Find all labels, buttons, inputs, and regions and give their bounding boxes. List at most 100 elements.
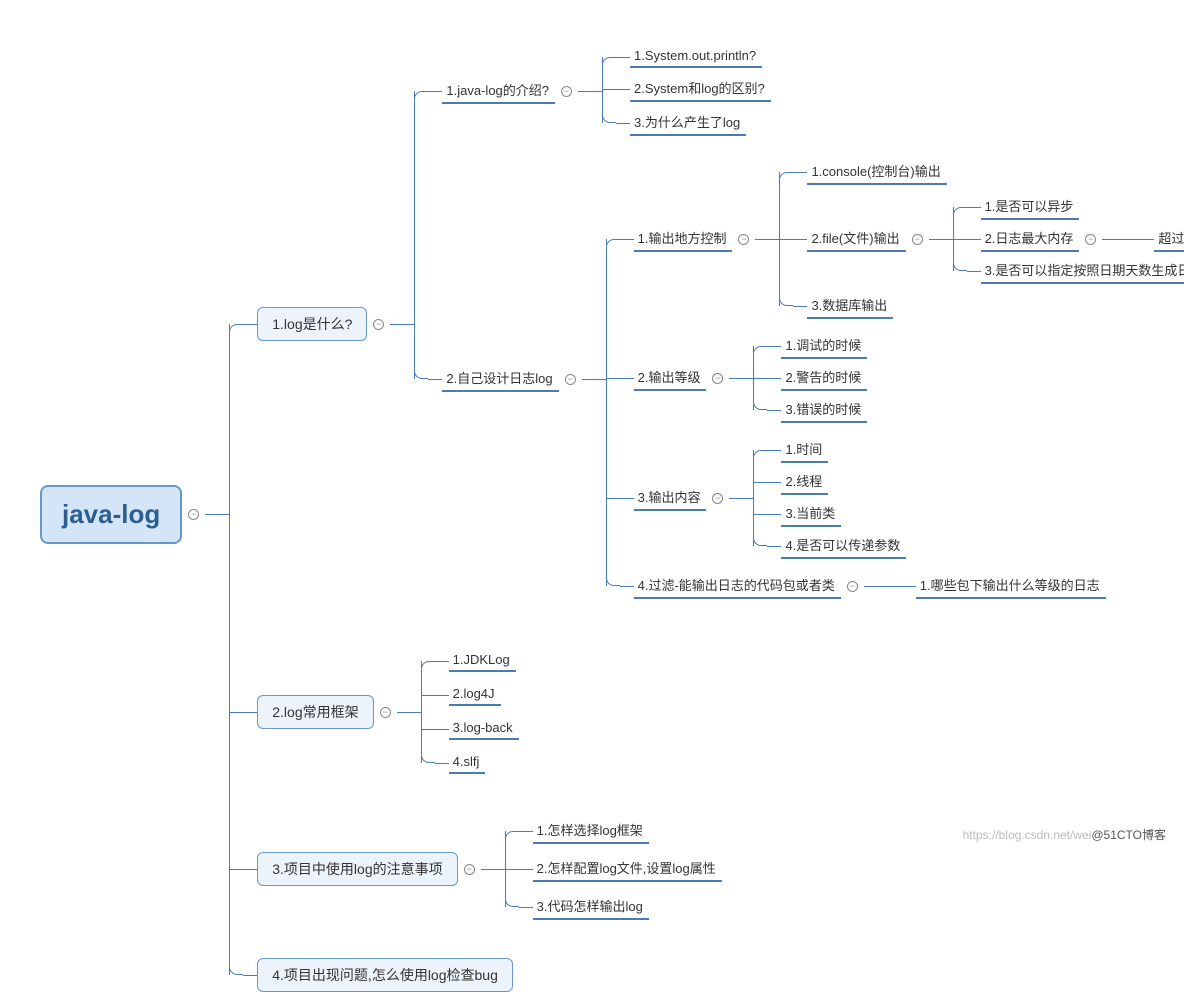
leaf-node[interactable]: 1.输出地方控制: [634, 226, 733, 252]
root-node[interactable]: java-log: [40, 485, 182, 544]
child-item: 1.输出地方控制−1.console(控制台)输出2.file(文件)输出−1.…: [620, 156, 1184, 322]
collapse-toggle-icon[interactable]: −: [561, 86, 572, 97]
connector-stub: [620, 498, 634, 499]
branch-node[interactable]: 4.项目出现问题,怎么使用log检查bug: [257, 958, 513, 992]
mindmap-node: 1.JDKLog: [449, 650, 516, 672]
connector-stub: [620, 239, 634, 240]
child-item: 1.哪些包下输出什么等级的日志: [902, 573, 1106, 599]
leaf-node[interactable]: 4.是否可以传递参数: [781, 533, 906, 559]
connector-stub: [428, 379, 442, 380]
collapse-toggle-icon[interactable]: −: [847, 581, 858, 592]
collapse-toggle-icon[interactable]: −: [188, 509, 199, 520]
child-item: 2.System和log的区别?: [616, 76, 771, 102]
mindmap-node: 1.时间: [781, 437, 828, 463]
watermark: https://blog.csdn.net/wei@51CTO博客: [963, 826, 1166, 843]
leaf-node[interactable]: 1.System.out.println?: [630, 46, 762, 68]
collapse-toggle-icon[interactable]: −: [712, 373, 723, 384]
mindmap-node: 2.自己设计日志log−1.输出地方控制−1.console(控制台)输出2.f…: [442, 152, 1184, 606]
branch-node[interactable]: 3.项目中使用log的注意事项: [257, 852, 457, 886]
mindmap-root-container: java-log−1.log是什么?−1.java-log的介绍?−1.Syst…: [40, 20, 1164, 1008]
leaf-node[interactable]: 2.log4J: [449, 684, 501, 706]
collapse-toggle-icon[interactable]: −: [373, 319, 384, 330]
collapse-toggle-icon[interactable]: −: [464, 864, 475, 875]
connector-stub: [967, 271, 981, 272]
collapse-toggle-icon[interactable]: −: [912, 234, 923, 245]
connector-stub: [616, 57, 630, 58]
collapse-toggle-icon[interactable]: −: [712, 493, 723, 504]
mindmap-node: 1.System.out.println?: [630, 46, 762, 68]
leaf-node[interactable]: 3.为什么产生了log: [630, 110, 746, 136]
leaf-node[interactable]: 2.System和log的区别?: [630, 76, 771, 102]
connector-horizontal: [729, 378, 753, 379]
leaf-node[interactable]: 超过指定内存的淘汰策略: [1154, 226, 1184, 252]
connector-horizontal: [390, 324, 414, 325]
leaf-node[interactable]: 3.是否可以指定按照日期天数生成日志文件: [981, 258, 1184, 284]
collapse-toggle-icon[interactable]: −: [1085, 234, 1096, 245]
mindmap-node: 2.file(文件)输出−1.是否可以异步2.日志最大内存−超过指定内存的淘汰策…: [807, 191, 1184, 287]
bracket: [1126, 226, 1140, 252]
leaf-node[interactable]: 3.数据库输出: [807, 293, 893, 319]
children-group: 1.JDKLog 2.log4J 3.log-back 4.slfj: [435, 644, 519, 780]
connector-stub: [767, 546, 781, 547]
leaf-node[interactable]: 3.错误的时候: [781, 397, 867, 423]
child-item: 2.自己设计日志log−1.输出地方控制−1.console(控制台)输出2.f…: [428, 152, 1184, 606]
leaf-node[interactable]: 2.日志最大内存: [981, 226, 1080, 252]
mindmap-node: 3.数据库输出: [807, 293, 893, 319]
connector-stub: [767, 346, 781, 347]
connector-horizontal: [864, 586, 888, 587]
leaf-node[interactable]: 3.当前类: [781, 501, 841, 527]
connector-stub: [243, 869, 257, 870]
leaf-node[interactable]: 2.输出等级: [634, 365, 707, 391]
child-item: 4.slfj: [435, 752, 519, 774]
connector-stub: [767, 410, 781, 411]
children-group: 1.怎样选择log框架 2.怎样配置log文件,设置log属性 3.代码怎样输出lo…: [519, 812, 722, 926]
mindmap-node: 1.怎样选择log框架: [533, 818, 649, 844]
child-item: 2.输出等级− 1.调试的时候 2.警告的时候 3.错误的时候: [620, 330, 1184, 426]
collapse-toggle-icon[interactable]: −: [380, 707, 391, 718]
connector-stub: [519, 869, 533, 870]
branch-node[interactable]: 2.log常用框架: [257, 695, 373, 729]
leaf-node[interactable]: 1.java-log的介绍?: [442, 78, 555, 104]
connector-stub: [519, 907, 533, 908]
leaf-node[interactable]: 1.调试的时候: [781, 333, 867, 359]
leaf-node[interactable]: 2.线程: [781, 469, 828, 495]
connector-stub: [902, 586, 916, 587]
leaf-node[interactable]: 2.file(文件)输出: [807, 226, 905, 252]
connector-stub: [967, 207, 981, 208]
leaf-node[interactable]: 3.输出内容: [634, 485, 707, 511]
mindmap-node: java-log−1.log是什么?−1.java-log的介绍?−1.Syst…: [40, 20, 1184, 1008]
leaf-node[interactable]: 1.哪些包下输出什么等级的日志: [916, 573, 1106, 599]
branch-node[interactable]: 1.log是什么?: [257, 307, 367, 341]
leaf-node[interactable]: 2.怎样配置log文件,设置log属性: [533, 856, 722, 882]
leaf-node[interactable]: 1.console(控制台)输出: [807, 159, 946, 185]
leaf-node[interactable]: 1.是否可以异步: [981, 194, 1080, 220]
connector-stub: [435, 695, 449, 696]
mindmap-node: 3.当前类: [781, 501, 841, 527]
child-item: 4.是否可以传递参数: [767, 533, 906, 559]
collapse-toggle-icon[interactable]: −: [565, 374, 576, 385]
leaf-node[interactable]: 3.代码怎样输出log: [533, 894, 649, 920]
child-item: 3.输出内容− 1.时间 2.线程 3.当前类 4.是否可以传递参数: [620, 434, 1184, 562]
bracket: [753, 434, 767, 562]
child-item: 1.java-log的介绍?− 1.System.out.println? 2.Sy…: [428, 42, 1184, 140]
leaf-node[interactable]: 2.警告的时候: [781, 365, 867, 391]
mindmap-node: 1.输出地方控制−1.console(控制台)输出2.file(文件)输出−1.…: [634, 156, 1184, 322]
leaf-node[interactable]: 1.JDKLog: [449, 650, 516, 672]
collapse-toggle-icon[interactable]: −: [738, 234, 749, 245]
leaf-node[interactable]: 1.怎样选择log框架: [533, 818, 649, 844]
children-group: 超过指定内存的淘汰策略: [1140, 226, 1184, 252]
leaf-node[interactable]: 4.过滤-能输出日志的代码包或者类: [634, 573, 841, 599]
mindmap-node: 1.console(控制台)输出: [807, 159, 946, 185]
connector-stub: [793, 172, 807, 173]
mindmap-node: 3.log-back: [449, 718, 519, 740]
bracket: [505, 812, 519, 926]
child-item: 1.怎样选择log框架: [519, 818, 722, 844]
leaf-node[interactable]: 3.log-back: [449, 718, 519, 740]
leaf-node[interactable]: 2.自己设计日志log: [442, 366, 558, 392]
bracket: [953, 191, 967, 287]
child-item: 3.log-back: [435, 718, 519, 740]
child-item: 4.过滤-能输出日志的代码包或者类− 1.哪些包下输出什么等级的日志: [620, 570, 1184, 602]
leaf-node[interactable]: 1.时间: [781, 437, 828, 463]
child-item: 2.日志最大内存− 超过指定内存的淘汰策略: [967, 226, 1184, 252]
leaf-node[interactable]: 4.slfj: [449, 752, 486, 774]
